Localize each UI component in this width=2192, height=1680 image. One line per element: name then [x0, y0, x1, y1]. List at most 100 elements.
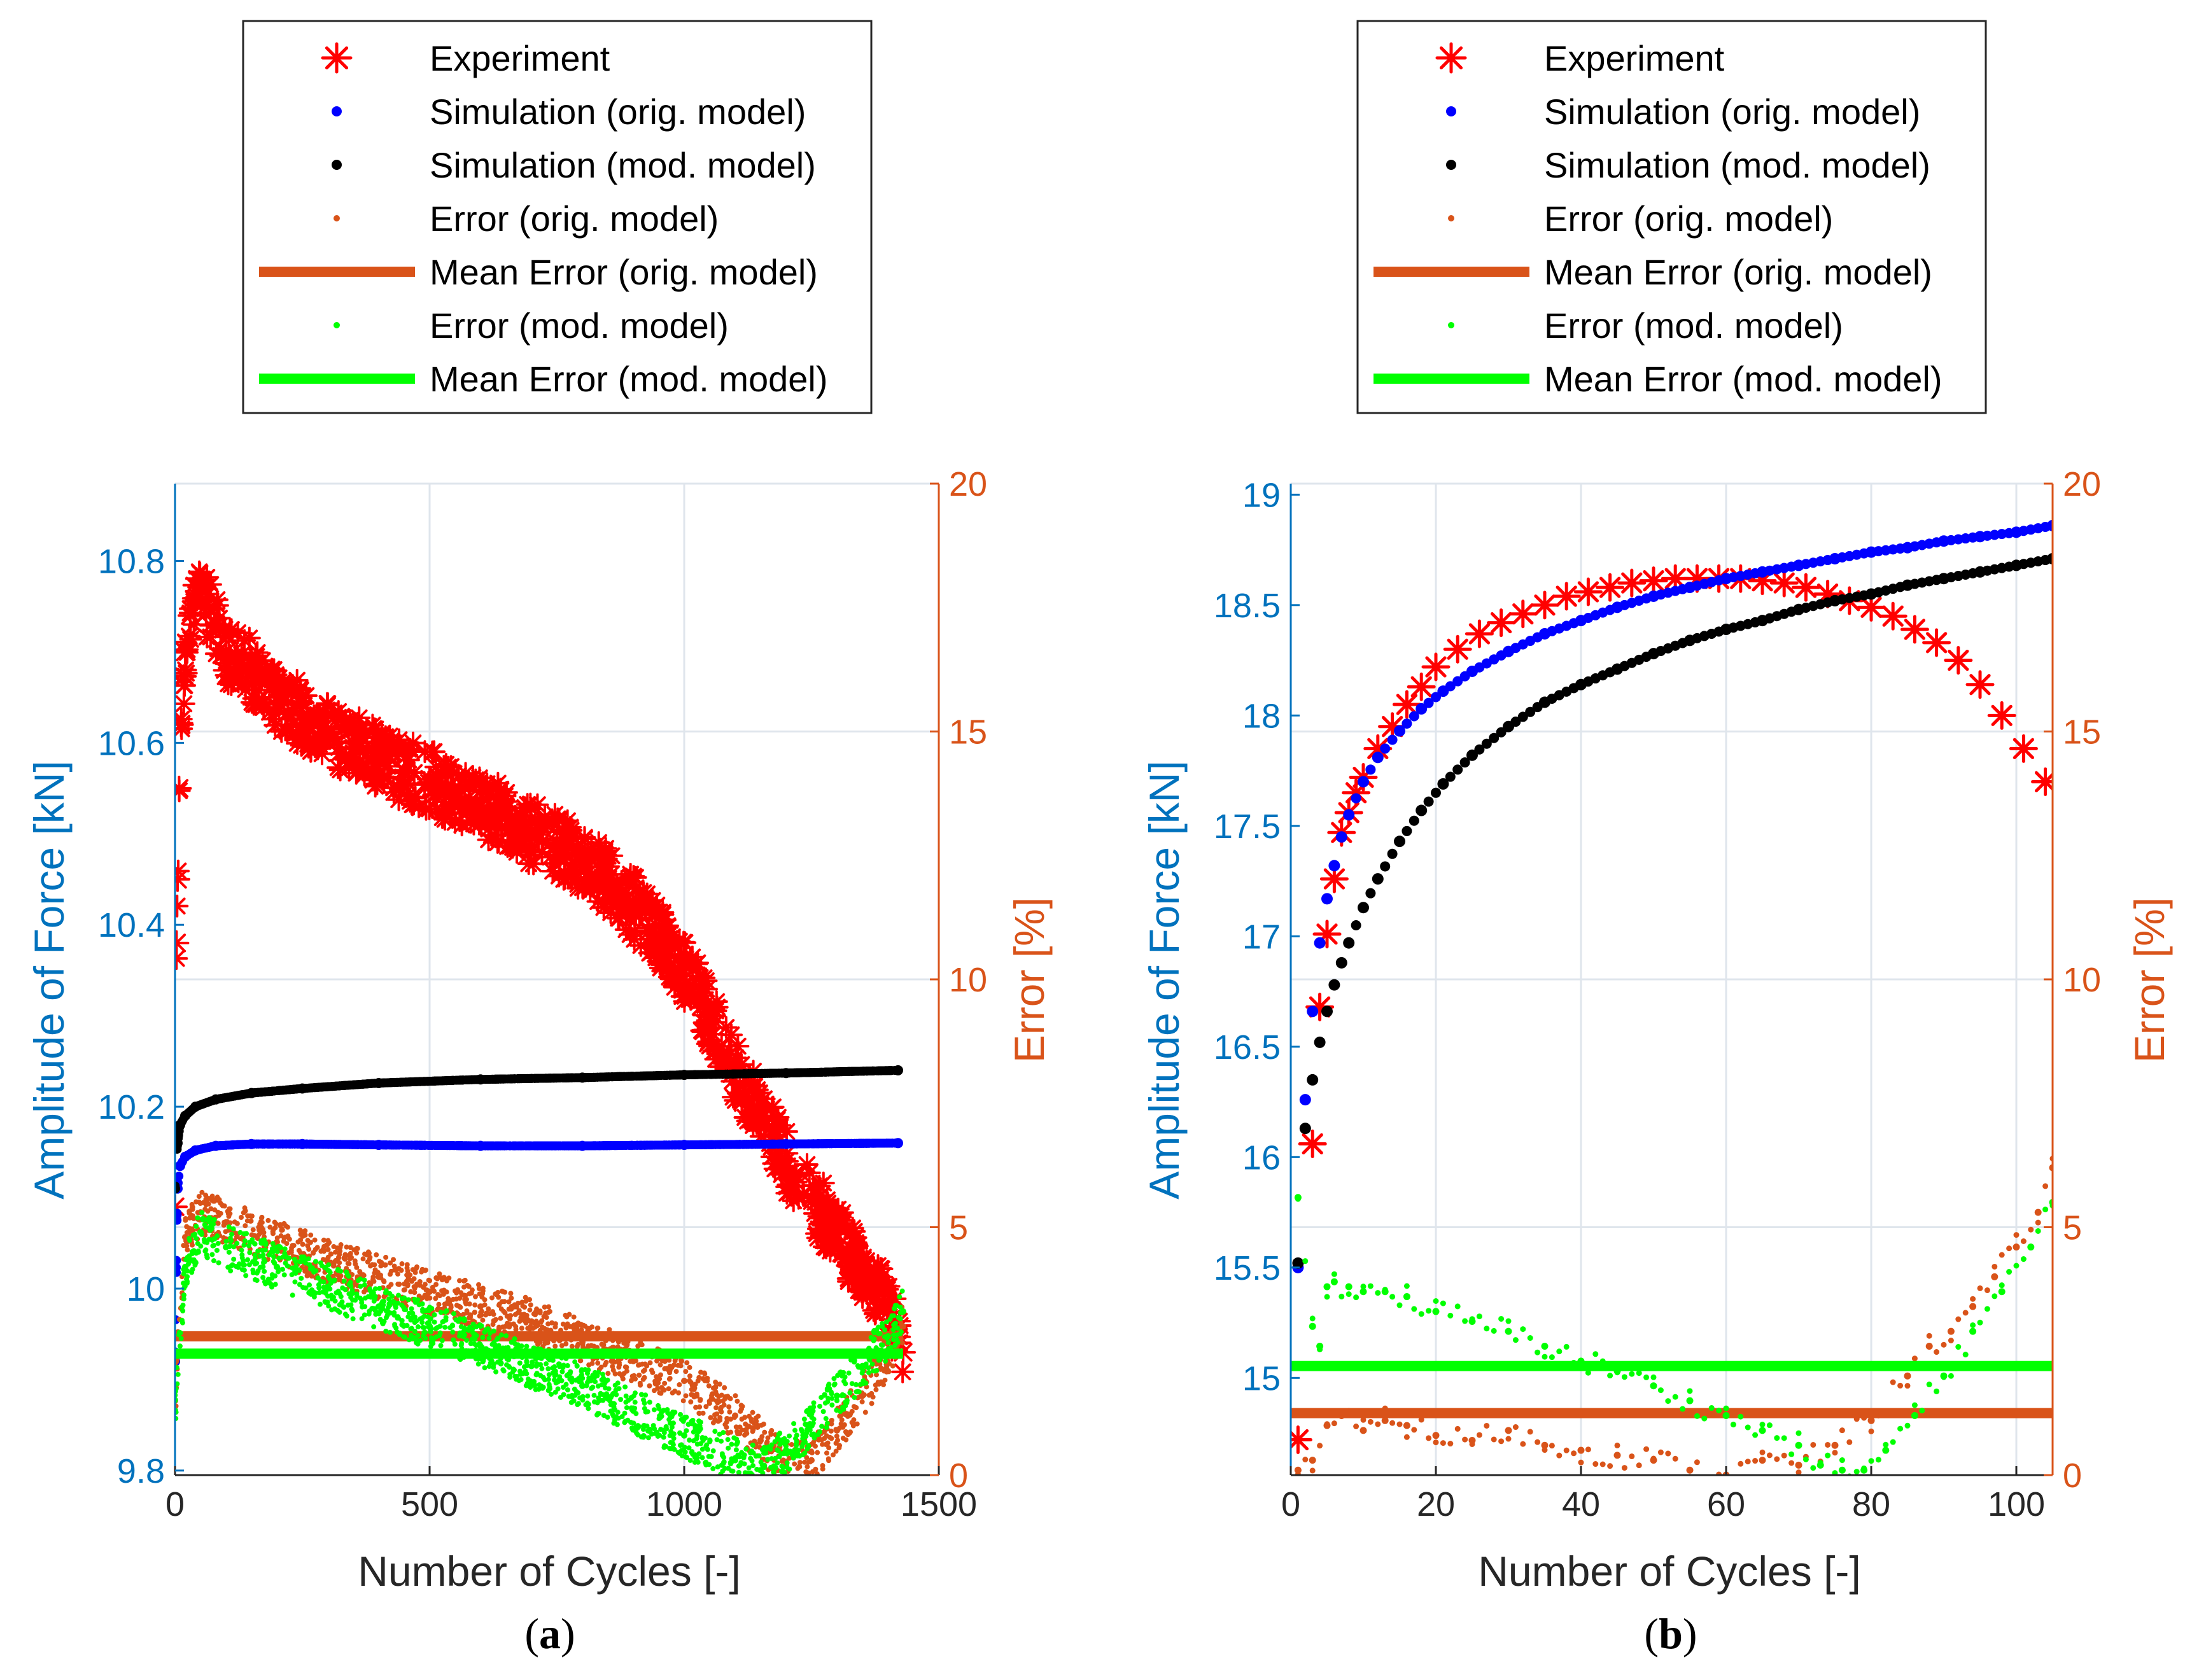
- panel-a-error-orig-model-point: [232, 1219, 237, 1225]
- panel-a-error-orig-model-point: [841, 1422, 847, 1427]
- panel-a-plot-area: [175, 560, 916, 1490]
- panel-a-simulation-orig-model-point: [652, 1140, 661, 1150]
- panel-a-simulation-orig-model-point: [509, 1141, 518, 1151]
- panel-a-simulation-mod-model-point: [755, 1068, 764, 1078]
- panel-a-experiment-point: [594, 837, 617, 860]
- panel-a-error-orig-model-point: [574, 1343, 580, 1349]
- panel-a-experiment-point: [808, 1174, 831, 1198]
- panel-a-experiment-point: [516, 843, 540, 867]
- panel-a-error-orig-model-point: [691, 1387, 697, 1392]
- panel-a-error-orig-model-point: [743, 1421, 748, 1427]
- panel-a-simulation-orig-model-point: [596, 1141, 605, 1151]
- panel-a-error-orig-model-point: [523, 1298, 529, 1304]
- panel-a-error-orig-model-point: [636, 1373, 642, 1378]
- panel-a-simulation-orig-model-point: [834, 1139, 844, 1149]
- panel-a-experiment-point: [609, 903, 633, 927]
- panel-a-experiment-point: [384, 738, 407, 762]
- panel-a-simulation-orig-model-point: [175, 1263, 181, 1272]
- panel-a-error-orig-model-point: [436, 1301, 442, 1307]
- panel-a-experiment-point: [863, 1302, 887, 1326]
- panel-a-error-orig-model-point: [528, 1302, 533, 1308]
- panel-a-experiment-point: [371, 736, 395, 760]
- panel-a-error-orig-model-point: [692, 1382, 698, 1387]
- panel-a-simulation-mod-model-point: [806, 1068, 816, 1077]
- panel-a-error-orig-model-point: [708, 1415, 713, 1420]
- panel-a-simulation-mod-model-point: [190, 1102, 200, 1112]
- panel-a-error-orig-model-point: [499, 1289, 505, 1294]
- panel-a-experiment-point: [574, 874, 598, 898]
- panel-a-error-orig-model-point: [493, 1291, 498, 1297]
- panel-a-simulation-mod-model-point: [213, 1095, 222, 1104]
- panel-a-error-orig-model-point: [598, 1364, 604, 1370]
- panel-a-experiment-point: [721, 1086, 745, 1109]
- panel-a-simulation-orig-model-point: [628, 1140, 637, 1150]
- panel-a-experiment-point: [851, 1286, 875, 1310]
- panel-a-error-orig-model-point: [683, 1369, 689, 1375]
- panel-a-simulation-mod-model-point: [360, 1079, 369, 1089]
- panel-a-error-orig-model-point: [506, 1299, 512, 1305]
- panel-a-simulation-orig-model-point: [183, 1150, 193, 1159]
- panel-a-error-orig-model-point: [219, 1202, 225, 1208]
- panel-a-experiment-point: [678, 983, 701, 1006]
- panel-a-simulation-orig-model-point: [482, 1141, 492, 1151]
- panel-a-experiment-point: [207, 606, 231, 630]
- panel-a-simulation-mod-model-point: [847, 1067, 856, 1076]
- panel-a-experiment-point: [776, 1154, 799, 1178]
- panel-a-error-orig-model-point: [617, 1371, 622, 1376]
- panel-a-error-orig-model-point: [677, 1382, 682, 1387]
- panel-a-experiment-point: [531, 829, 555, 852]
- panel-a-simulation-mod-model-point: [730, 1069, 740, 1079]
- panel-a-simulation-orig-model-point: [236, 1140, 246, 1149]
- panel-a-simulation-orig-model-point: [739, 1140, 748, 1149]
- panel-a-experiment-point: [841, 1216, 864, 1240]
- panel-a-experiment-point: [876, 1278, 899, 1301]
- panel-a-error-orig-model-point: [740, 1404, 745, 1410]
- panel-a-simulation-orig-model-point: [850, 1138, 860, 1148]
- panel-a-error-orig-model-point: [333, 1249, 339, 1255]
- panel-a-experiment-point: [891, 1360, 915, 1383]
- panel-a-experiment-point: [766, 1105, 790, 1129]
- panel-a-simulation-orig-model-point: [636, 1140, 646, 1150]
- panel-a-error-orig-model-point: [808, 1459, 813, 1465]
- panel-a-experiment-point: [547, 864, 571, 888]
- panel-a-experiment-point: [175, 894, 189, 918]
- panel-a-experiment-point: [660, 932, 684, 955]
- panel-a-error-orig-model-point: [479, 1308, 485, 1314]
- panel-a-simulation-mod-model-point: [430, 1076, 439, 1086]
- panel-a-error-orig-model-point: [542, 1304, 547, 1310]
- panel-a-error-orig-model-point: [183, 1215, 188, 1221]
- panel-a-experiment-point: [635, 882, 659, 906]
- panel-a-error-orig-model-point: [787, 1477, 792, 1482]
- panel-a-error-orig-model-point: [578, 1358, 584, 1364]
- panel-a-experiment-point: [327, 736, 351, 759]
- panel-a-experiment-point: [795, 1153, 818, 1177]
- panel-a-simulation-orig-model-point: [175, 1215, 182, 1225]
- panel-a-experiment-point: [638, 941, 661, 965]
- panel-a-error-orig-model-point: [490, 1322, 496, 1327]
- panel-a-experiment-point: [593, 851, 617, 875]
- panel-a-error-orig-model-point: [388, 1260, 393, 1266]
- panel-a-error-orig-model-point: [696, 1375, 702, 1380]
- panel-a-error-orig-model-point: [354, 1250, 360, 1256]
- panel-a-experiment-point: [388, 777, 412, 801]
- panel-a-error-orig-model-point: [527, 1307, 533, 1313]
- panel-a-simulation-orig-model-point: [617, 1141, 626, 1151]
- panel-a-series: [175, 560, 916, 1490]
- panel-a-error-orig-model-point: [480, 1317, 486, 1323]
- panel-a-simulation-mod-model-point: [339, 1081, 349, 1090]
- panel-a-experiment-point: [559, 815, 582, 839]
- panel-a-error-orig-model-point: [265, 1217, 271, 1223]
- panel-a-simulation-mod-model-point: [242, 1089, 252, 1098]
- panel-a-simulation-orig-model-point: [190, 1146, 200, 1156]
- panel-a-error-orig-model-point: [603, 1359, 609, 1365]
- panel-a-error-orig-model-point: [324, 1242, 330, 1248]
- panel-a-error-orig-model-point: [812, 1443, 818, 1449]
- panel-a-experiment-point: [442, 792, 465, 816]
- panel-a-experiment-point: [439, 755, 463, 778]
- panel-a-error-orig-model-point: [783, 1485, 789, 1490]
- panel-a-experiment-point: [178, 624, 201, 648]
- panel-a-experiment-point: [431, 806, 454, 829]
- panel-a-simulation-mod-model-point: [488, 1074, 498, 1084]
- panel-a-error-orig-model-point: [402, 1287, 407, 1292]
